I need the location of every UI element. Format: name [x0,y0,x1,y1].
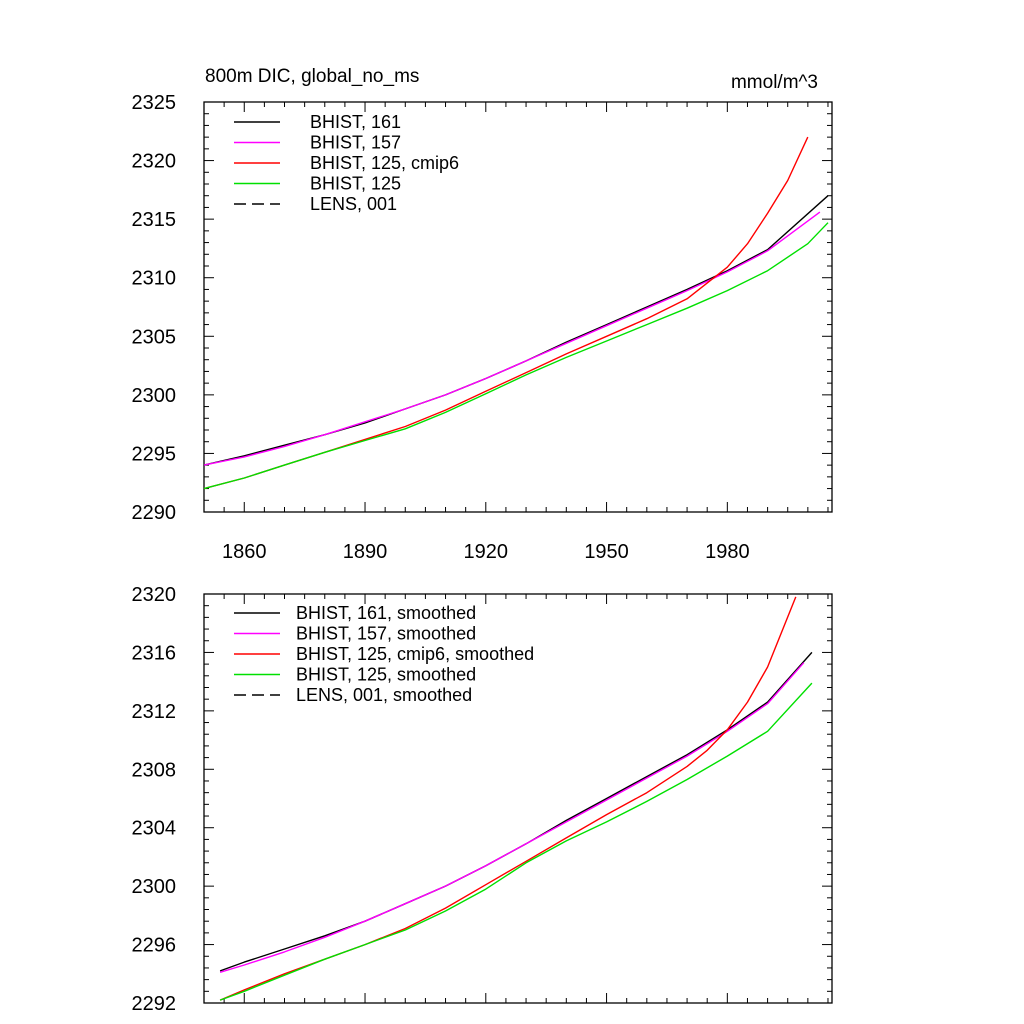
x-tick-label: 1890 [343,541,388,563]
y-tick-label: 2320 [132,151,177,173]
y-tick-label: 2300 [132,876,177,898]
series-line [203,211,821,466]
legend-label: BHIST, 157 [310,133,401,153]
x-tick-label: 1860 [222,541,267,563]
y-tick-label: 2300 [132,385,177,407]
y-tick-label: 2292 [132,993,177,1015]
y-tick-label: 2315 [132,209,177,231]
series-line [203,222,829,490]
bottom-panel: 2292 2296 2300 2304 2308 2312 2316 2320 BHIST, 1… [132,584,833,1015]
y-tick-label: 2305 [132,326,177,348]
legend-label: BHIST, 157, smoothed [296,624,476,644]
y-tick-label: 2316 [132,642,177,664]
x-tick-label: 1980 [705,541,750,563]
legend-label: LENS, 001, smoothed [296,685,472,705]
y-tick-label: 2310 [132,268,177,290]
legend-label: BHIST, 125, cmip6, smoothed [296,644,534,664]
legend-label: BHIST, 125 [310,174,401,194]
y-tick-label: 2304 [132,818,177,840]
y-tick-label: 2308 [132,759,177,781]
x-tick-label: 1950 [584,541,629,563]
series-line [219,682,813,1001]
plot-frame [203,101,833,513]
y-tick-label: 2290 [132,502,177,524]
chart-title: 800m DIC, global_no_ms [205,66,419,87]
top-panel: 2290 2295 2300 2305 2310 2315 2320 2325 1860 1890… [132,92,833,563]
y-tick-label: 2320 [132,584,177,606]
x-tick-label: 1920 [464,541,509,563]
legend-label: BHIST, 161, smoothed [296,603,476,623]
series-line [219,662,805,973]
y-tick-label: 2295 [132,443,177,465]
legend-label: BHIST, 125, cmip6 [310,153,459,173]
units-label: mmol/m^3 [731,72,818,93]
series-line [203,136,809,490]
series-line [203,195,829,466]
legend-label: LENS, 001 [310,194,397,214]
legend-label: BHIST, 161 [310,112,401,132]
y-tick-label: 2325 [132,92,177,114]
y-tick-label: 2296 [132,935,177,957]
plot-frame [203,593,833,1004]
legend-label: BHIST, 125, smoothed [296,665,476,685]
y-tick-label: 2312 [132,701,177,723]
